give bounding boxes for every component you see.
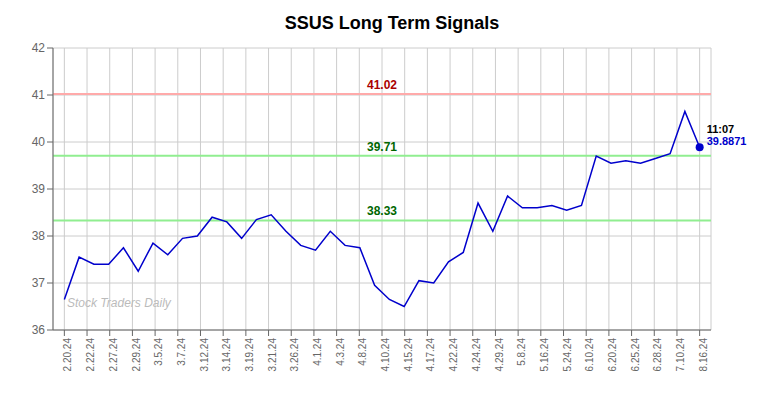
svg-text:6.20.24: 6.20.24 <box>607 338 618 372</box>
svg-text:11:07: 11:07 <box>707 123 735 135</box>
svg-text:41: 41 <box>32 88 46 102</box>
svg-text:39.71: 39.71 <box>367 140 397 154</box>
svg-text:2.27.24: 2.27.24 <box>108 338 119 372</box>
svg-text:3.5.24: 3.5.24 <box>153 338 164 366</box>
svg-text:4.24.24: 4.24.24 <box>471 338 482 372</box>
svg-text:4.10.24: 4.10.24 <box>380 338 391 372</box>
svg-text:38.33: 38.33 <box>367 204 397 218</box>
svg-text:4.1.24: 4.1.24 <box>312 338 323 366</box>
svg-text:3.26.24: 3.26.24 <box>289 338 300 372</box>
svg-text:40: 40 <box>32 135 46 149</box>
svg-text:3.14.24: 3.14.24 <box>221 338 232 372</box>
svg-text:36: 36 <box>32 323 46 337</box>
svg-text:4.17.24: 4.17.24 <box>425 338 436 372</box>
svg-text:7.10.24: 7.10.24 <box>675 338 686 372</box>
svg-text:4.15.24: 4.15.24 <box>403 338 414 372</box>
svg-text:2.22.24: 2.22.24 <box>85 338 96 372</box>
svg-text:5.8.24: 5.8.24 <box>516 338 527 366</box>
svg-text:5.24.24: 5.24.24 <box>562 338 573 372</box>
html-text:SSUS Long Term Signals: SSUS Long Term Signals <box>284 13 500 33</box>
svg-text:41.02: 41.02 <box>367 78 397 92</box>
svg-text:42: 42 <box>32 41 46 55</box>
svg-text:3.19.24: 3.19.24 <box>244 338 255 372</box>
svg-text:6.25.24: 6.25.24 <box>630 338 641 372</box>
svg-text:4.29.24: 4.29.24 <box>494 338 505 372</box>
svg-text:5.16.24: 5.16.24 <box>539 338 550 372</box>
svg-text:37: 37 <box>32 276 46 290</box>
svg-text:39.8871: 39.8871 <box>707 135 747 147</box>
svg-text:39: 39 <box>32 182 46 196</box>
svg-text:2.29.24: 2.29.24 <box>131 338 142 372</box>
svg-text:38: 38 <box>32 229 46 243</box>
svg-text:4.8.24: 4.8.24 <box>357 338 368 366</box>
svg-text:6.28.24: 6.28.24 <box>652 338 663 372</box>
svg-text:3.21.24: 3.21.24 <box>267 338 278 372</box>
svg-text:4.22.24: 4.22.24 <box>448 338 459 372</box>
html-text:Stock Traders Daily: Stock Traders Daily <box>67 296 171 310</box>
svg-text:8.16.24: 8.16.24 <box>698 338 709 372</box>
svg-text:2.20.24: 2.20.24 <box>62 338 73 372</box>
svg-text:4.3.24: 4.3.24 <box>335 338 346 366</box>
svg-text:3.12.24: 3.12.24 <box>199 338 210 372</box>
svg-text:3.7.24: 3.7.24 <box>176 338 187 366</box>
svg-text:6.10.24: 6.10.24 <box>584 338 595 372</box>
